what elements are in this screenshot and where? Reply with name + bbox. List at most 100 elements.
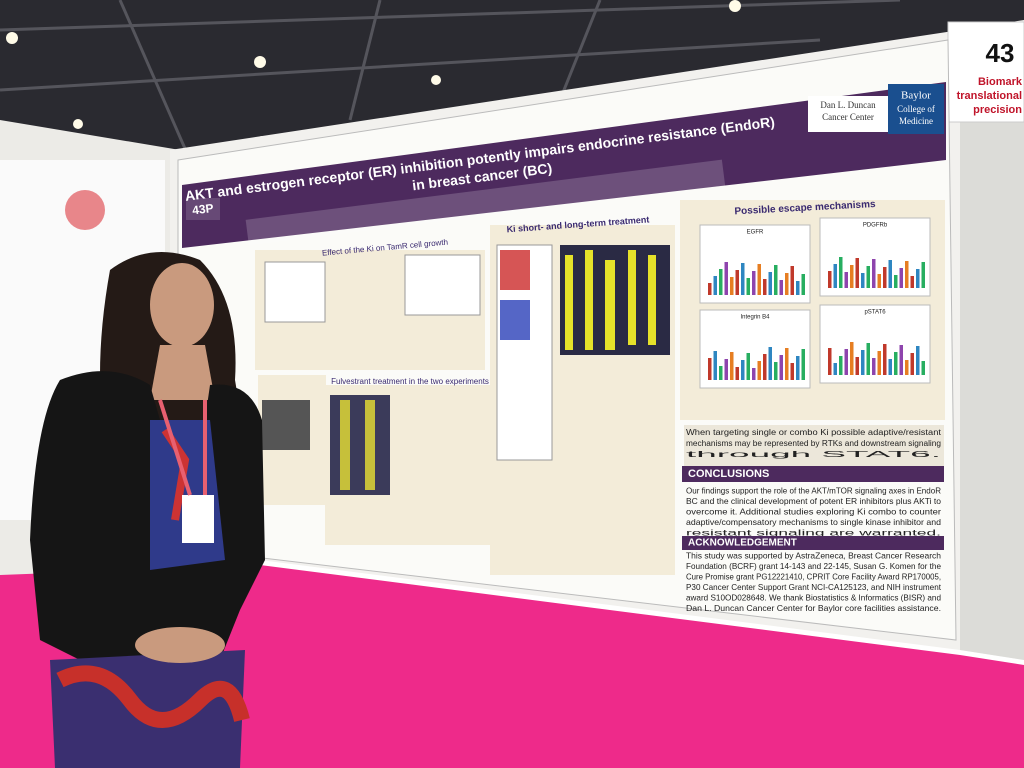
heatmap-cells xyxy=(365,400,375,490)
bar-graphic xyxy=(844,349,848,375)
text-line: Our findings support the role of the AKT… xyxy=(686,485,941,495)
heatmap-cells xyxy=(340,400,350,490)
bar-graphic xyxy=(844,272,848,288)
ack-bar xyxy=(682,536,944,550)
bar-graphic xyxy=(921,361,925,375)
bar-graphic xyxy=(774,362,778,380)
badge xyxy=(182,495,214,543)
bar-graphic xyxy=(888,359,892,375)
sign-line: translational xyxy=(957,90,1022,102)
text-line: Cure Promise grant PG12221410, CPRIT Cor… xyxy=(686,571,941,581)
bar-graphic xyxy=(850,342,854,375)
bar-graphic xyxy=(763,354,767,380)
poster-header xyxy=(182,82,946,248)
logo-text: College of xyxy=(897,104,935,114)
text-line: through STAT6. xyxy=(686,450,941,459)
bar-graphic xyxy=(708,283,712,295)
bar-graphic xyxy=(719,366,723,380)
bar-graphic xyxy=(910,276,914,288)
bar-graphic xyxy=(741,360,745,380)
text-line: resistant signaling are warranted. xyxy=(686,527,941,537)
neck xyxy=(150,345,215,400)
bar-graphic xyxy=(801,349,805,380)
bar-graphic xyxy=(850,265,854,288)
logo-box xyxy=(808,96,888,132)
bar-graphic xyxy=(779,355,783,380)
board-sign xyxy=(947,21,1024,123)
conclusions-bar xyxy=(682,466,944,482)
text-line: award S10OD028648. We thank Biostatistic… xyxy=(686,592,941,602)
logo-text: Cancer Center xyxy=(822,112,874,122)
text-line: When targeting single or combo Ki possib… xyxy=(686,428,942,437)
floor xyxy=(0,565,1024,768)
bar-graphic xyxy=(921,262,925,288)
logo-box xyxy=(888,84,944,134)
bar-graphic xyxy=(796,356,800,380)
face xyxy=(150,263,214,347)
figure xyxy=(264,261,326,323)
bar-graphic xyxy=(828,271,832,288)
text-line: overcome it. Additional studies explorin… xyxy=(686,506,941,516)
bar-graphic xyxy=(768,272,772,295)
sign-lines: Biomark translational precision xyxy=(957,76,1023,116)
text-line: P30 Cancer Center Support Grant NCI-CA12… xyxy=(686,582,942,592)
bar-graphic xyxy=(872,358,876,375)
bar-graphic xyxy=(790,363,794,380)
text-line: Foundation (BCRF) grant 14-143 and 22-14… xyxy=(686,561,941,571)
bar-graphic xyxy=(894,275,898,288)
bar-graphic xyxy=(905,261,909,288)
conclusions-heading: CONCLUSIONS xyxy=(688,468,769,480)
bar-graphic xyxy=(774,265,778,295)
bar-graphic xyxy=(790,266,794,295)
bar-graphic xyxy=(916,269,920,288)
bar-graphic xyxy=(730,352,734,380)
bar-graphic xyxy=(713,276,717,295)
bar-graphic xyxy=(828,348,832,375)
skirt-pattern xyxy=(56,665,250,728)
bar-graphic xyxy=(855,357,859,375)
bar-graphic xyxy=(861,350,865,375)
bar-graphic xyxy=(883,344,887,375)
bar-graphic xyxy=(866,266,870,288)
wall-edge xyxy=(960,22,1024,660)
ack-heading: ACKNOWLEDGEMENT xyxy=(688,538,797,549)
author-list xyxy=(245,159,726,246)
bar-graphic xyxy=(713,351,717,380)
jacket xyxy=(30,371,265,660)
heatmap-red xyxy=(500,250,530,290)
chart-label: pSTAT6 xyxy=(864,310,886,316)
bar-graphic xyxy=(724,262,728,295)
bar-graphic xyxy=(833,264,837,288)
bar-graphic xyxy=(796,281,800,295)
bar-graphic xyxy=(916,346,920,375)
bar-graphic xyxy=(724,359,728,380)
ack-text: This study was supported by AstraZeneca,… xyxy=(686,550,942,613)
blot xyxy=(262,400,310,450)
figure xyxy=(404,254,481,316)
bar-graphic xyxy=(785,348,789,380)
text-line: adaptive/compensatory mechanisms to sing… xyxy=(686,517,941,527)
sign-line: precision xyxy=(973,104,1022,116)
bar-graphic xyxy=(785,273,789,295)
logo-text: Medicine xyxy=(899,116,933,126)
logo-text: Dan L. Duncan xyxy=(820,100,876,110)
bar-graphic xyxy=(855,258,859,288)
bar-graphic xyxy=(746,353,750,380)
text-line: This study was supported by AstraZeneca,… xyxy=(686,550,941,560)
chart-label: EGFR xyxy=(747,230,764,236)
bar-graphic xyxy=(735,270,739,295)
bar-graphic xyxy=(872,259,876,288)
text-line: BC and the clinical development of poten… xyxy=(686,496,941,506)
bar-graphic xyxy=(746,278,750,295)
lanyard xyxy=(158,399,207,496)
bar-graphic xyxy=(801,274,805,295)
section-heading: Fulvestrant treatment in the two experim… xyxy=(331,377,489,386)
heatmap xyxy=(330,395,390,495)
poster-number: 43P xyxy=(191,201,214,217)
hands xyxy=(135,627,225,663)
bar-graphic xyxy=(888,260,892,288)
ceiling-truss xyxy=(0,0,901,161)
bar-graphic xyxy=(757,264,761,295)
